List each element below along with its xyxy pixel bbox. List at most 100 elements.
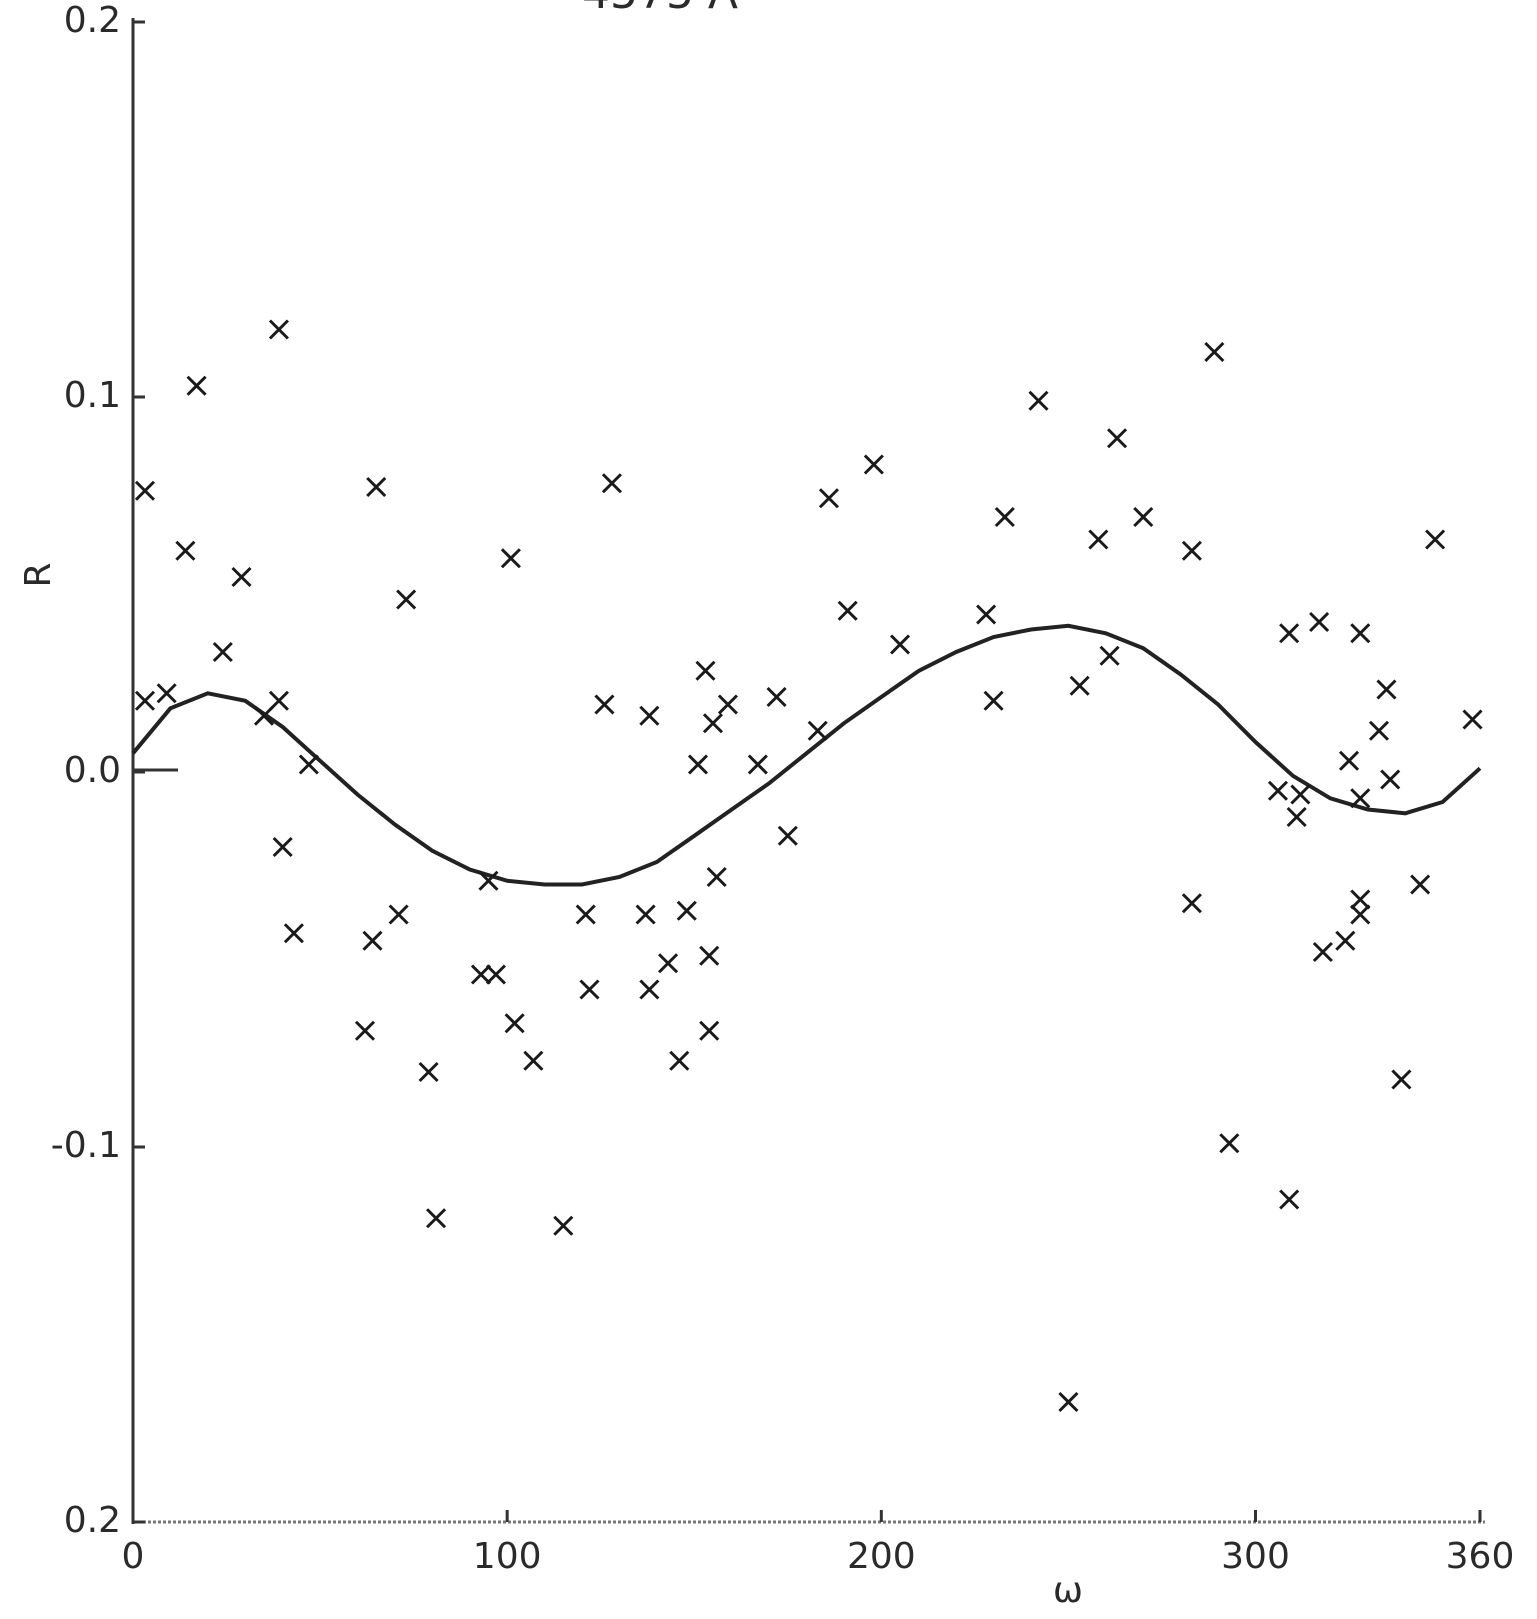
data-point [1267,780,1289,801]
data-point [1376,679,1397,700]
data-point [396,589,417,610]
data-point [354,1020,376,1041]
data-point [994,506,1015,528]
data-point [298,754,319,775]
data-point [635,904,656,925]
data-point [717,694,738,715]
data-point [1204,341,1225,363]
data-point [639,979,660,1000]
data-point [1425,529,1446,550]
y-tick-label: 0.2 [64,0,121,41]
data-point [889,634,911,655]
data-point [747,754,768,775]
data-point [485,964,507,985]
data-point [1410,874,1431,895]
data-point [1462,709,1483,730]
data-point [575,904,596,925]
data-point [1290,784,1311,805]
data-point [594,694,615,715]
data-point [1286,806,1307,828]
data-point [1312,941,1333,963]
data-point [1088,529,1109,550]
x-tick-label: 360 [1446,1536,1515,1577]
fit-curve [131,623,1482,887]
data-point [579,979,600,1000]
data-point [699,1020,720,1041]
data-point [1069,675,1090,696]
data-point [362,930,383,951]
data-point [669,1050,690,1071]
data-point [478,870,499,891]
data-point [687,754,709,775]
data-point [186,375,207,396]
data-point [1350,889,1371,910]
x-tick-label: 300 [1221,1536,1290,1577]
data-point [1350,904,1371,925]
y-tick-label: 0.1 [64,375,121,416]
data-point [268,319,289,340]
y-tick-label: 0.0 [64,750,121,791]
data-point [766,686,787,708]
data-point [657,953,679,974]
y-axis-label: R [18,562,59,587]
data-point [1350,623,1371,644]
data-point [283,923,304,944]
data-point [426,1208,447,1229]
data-point [1309,611,1330,633]
data-point [983,690,1004,711]
data-point [1219,1133,1240,1154]
data-point [366,476,387,498]
data-point [1181,893,1202,914]
data-point [1133,506,1154,528]
data-point [504,1013,525,1034]
data-point [134,690,156,711]
data-point [676,900,697,921]
data-point [1335,930,1356,951]
x-tick-label: 0 [122,1536,145,1577]
data-point [500,548,521,569]
data-point [1391,1069,1412,1090]
data-point [1279,623,1300,644]
data-point [1106,428,1128,449]
data-point [702,713,724,734]
data-point [1279,1189,1300,1210]
data-point [1028,390,1049,411]
data-point [388,904,409,925]
data-point [1380,769,1401,790]
data-point [1099,645,1120,666]
data-point [1338,750,1360,771]
x-axis-label: ω [1053,1570,1083,1611]
data-point [837,600,858,621]
data-point [695,660,716,681]
data-point [699,945,720,966]
data-point [175,540,196,561]
data-point [418,1061,439,1083]
data-point [601,473,622,494]
x-tick-label: 100 [473,1536,542,1577]
data-point [1058,1391,1079,1413]
data-point [639,705,660,726]
data-point [523,1050,544,1071]
data-point [1181,540,1202,561]
data-point [268,690,289,711]
x-tick-label: 200 [847,1536,916,1577]
data-point [553,1215,574,1236]
data-point [818,488,840,509]
data-point [156,683,177,704]
data-point [272,836,293,858]
data-point [1368,720,1390,741]
data-point [1350,788,1371,809]
y-tick-label: -0.1 [51,1125,121,1166]
data-point [470,964,492,985]
data-point [231,566,252,588]
chart-title: 4575 A [582,0,738,19]
data-point [212,641,233,663]
y-tick-label: 0.2 [64,1500,121,1541]
data-point [976,604,997,625]
data-point [777,825,798,846]
data-point [134,480,156,501]
data-point [863,454,884,475]
data-point [706,866,727,888]
